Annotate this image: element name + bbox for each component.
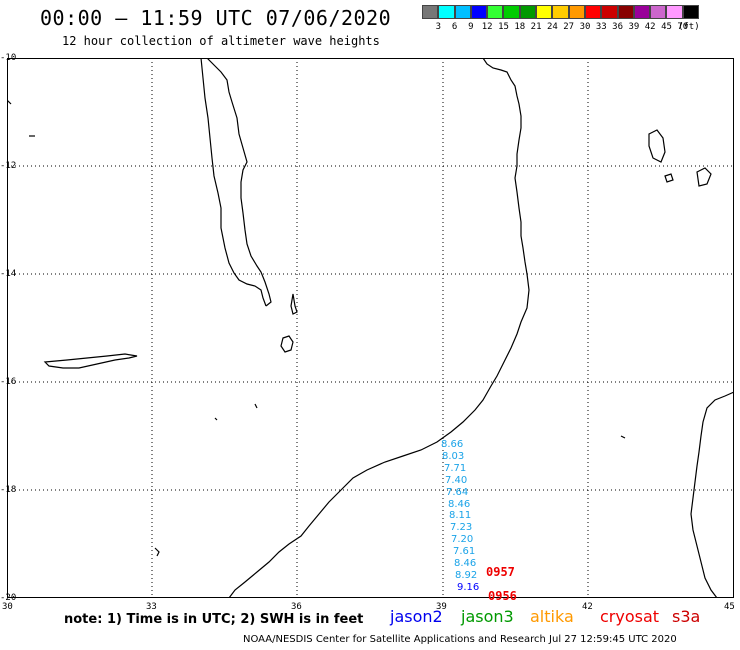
satellite-jason3: jason3: [461, 607, 514, 626]
swh-value: 7.23: [450, 522, 473, 533]
map-subtitle: 12 hour collection of altimeter wave hei…: [62, 34, 380, 48]
swh-value: 8.11: [449, 510, 472, 521]
scale-label: 9: [468, 22, 474, 32]
scale-swatch-3: [470, 5, 488, 19]
swh-value: 7.40: [445, 475, 468, 486]
scale-swatch-1: [438, 5, 455, 19]
swh-value: 7.20: [451, 534, 474, 545]
scale-swatch-12: [617, 5, 634, 19]
swh-value: 7.71: [444, 463, 467, 474]
map-frame: [7, 58, 734, 598]
swh-value: 8.66: [441, 439, 464, 450]
scale-label: 33: [595, 22, 607, 32]
longitude-label: 39: [436, 602, 447, 612]
scale-label: 15: [498, 22, 509, 32]
credit-line: NOAA/NESDIS Center for Satellite Applica…: [243, 634, 677, 645]
scale-label: 3: [435, 22, 442, 32]
latitude-label: -18: [0, 485, 17, 495]
color-scale-legend: [422, 5, 700, 19]
satellite-altika: altika: [530, 607, 574, 626]
scale-label: (ft): [677, 22, 700, 32]
swh-value: 7.61: [453, 546, 476, 557]
scale-swatch-13: [633, 5, 651, 19]
satellite-s3a: s3a: [672, 607, 701, 626]
swh-value: 8.46: [454, 558, 477, 569]
scale-swatch-5: [503, 5, 520, 19]
scale-label: 70: [677, 22, 689, 32]
scale-swatch-4: [487, 5, 504, 19]
graticule: [7, 58, 734, 598]
wave-height-map: [7, 58, 734, 598]
latitude-label: -12: [0, 161, 17, 171]
scale-swatch-14: [650, 5, 667, 19]
swh-value: 7.64: [446, 487, 469, 498]
scale-label: 12: [481, 22, 493, 32]
swh-value: 8.92: [455, 570, 478, 581]
scale-label: 42: [644, 22, 656, 32]
latitude-label: -10: [0, 53, 17, 63]
scale-label: 27: [563, 22, 575, 32]
swh-value: 9.16: [457, 582, 480, 593]
scale-label: 30: [579, 22, 591, 32]
scale-swatch-8: [552, 5, 569, 19]
scale-swatch-16: [682, 5, 700, 19]
coastline: [7, 58, 734, 598]
latitude-label: -20: [0, 593, 17, 603]
swh-value: 8.46: [448, 499, 471, 510]
satellite-cryosat: cryosat: [600, 607, 660, 626]
scale-swatch-11: [601, 5, 618, 19]
scale-swatch-2: [454, 5, 471, 19]
pass-time: 0956: [488, 589, 517, 603]
swh-value: 8.03: [442, 451, 465, 462]
scale-swatch-6: [519, 5, 537, 19]
scale-swatch-9: [568, 5, 585, 19]
scale-swatch-15: [666, 5, 683, 19]
latitude-label: -14: [0, 269, 17, 279]
scale-label: 36: [612, 22, 624, 32]
longitude-label: 42: [582, 602, 593, 612]
scale-label: 24: [546, 22, 558, 32]
latitude-label: -16: [0, 377, 17, 387]
scale-label: 45: [661, 22, 672, 32]
scale-swatch-0: [422, 5, 439, 19]
satellite-jason2: jason2: [390, 607, 443, 626]
longitude-label: 45: [724, 602, 735, 612]
map-title: 00:00 – 11:59 UTC 07/06/2020: [40, 6, 392, 30]
longitude-label: 30: [2, 602, 13, 612]
scale-swatch-10: [584, 5, 602, 19]
longitude-label: 33: [146, 602, 157, 612]
note-text: note: 1) Time is in UTC; 2) SWH is in fe…: [64, 612, 364, 627]
longitude-label: 36: [291, 602, 302, 612]
scale-label: 6: [451, 22, 458, 32]
scale-label: 18: [514, 22, 526, 32]
scale-label: 21: [530, 22, 542, 32]
scale-label: 39: [628, 22, 640, 32]
scale-swatch-7: [536, 5, 553, 19]
pass-time: 0957: [486, 565, 515, 579]
